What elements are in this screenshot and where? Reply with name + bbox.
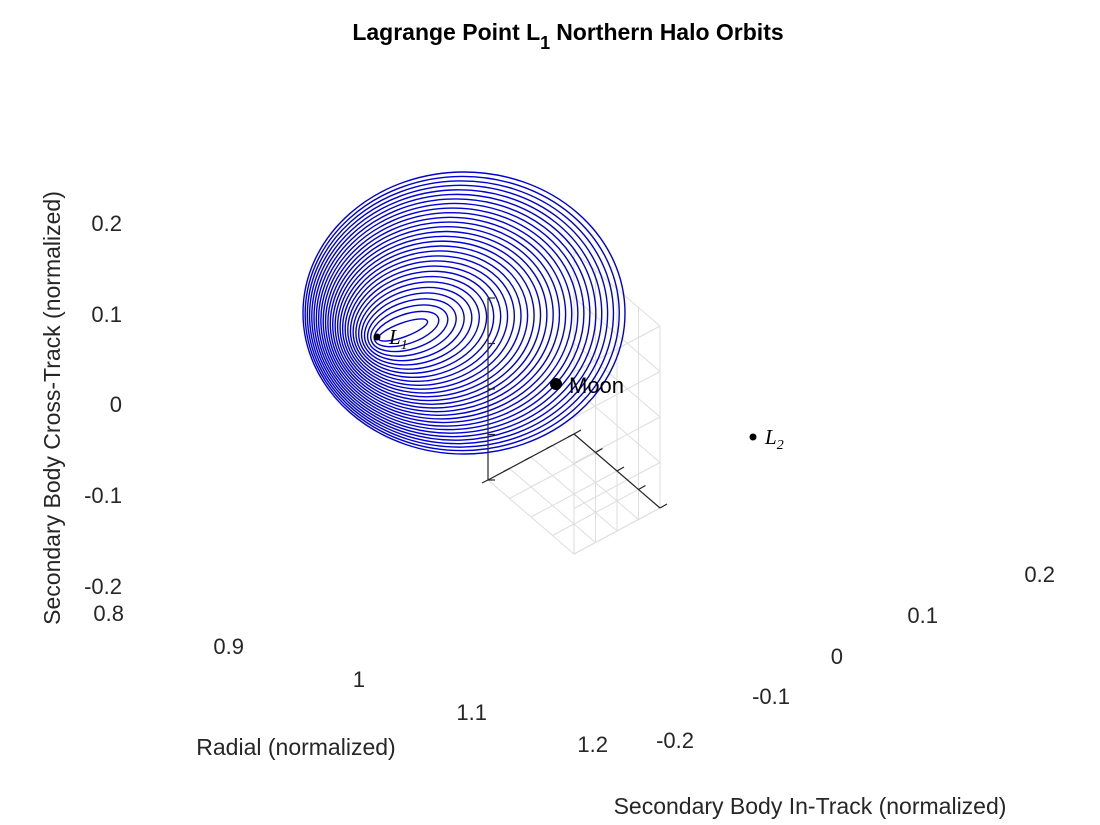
y-axis-label: Secondary Body In-Track (normalized)	[614, 793, 1007, 819]
halo-orbit	[349, 265, 502, 383]
title-rest: Northern Halo Orbits	[556, 19, 783, 45]
x-tick-label: 0.9	[213, 634, 244, 659]
x-tick-label: 1.1	[456, 700, 487, 725]
halo-orbit	[339, 245, 529, 398]
y-tick-label: 0.1	[907, 603, 938, 628]
halo-orbit	[332, 230, 548, 409]
z-tick-label: 0.2	[91, 211, 122, 236]
x-tick	[481, 479, 489, 484]
lagrange-points: L1 Moon L2	[373, 325, 784, 453]
halo-orbit	[324, 216, 567, 420]
y-tick	[638, 484, 646, 491]
halo-orbit	[360, 286, 473, 366]
tick-labels: 0.8 0.9 1 1.1 1.2 -0.2 -0.1 0 0.1 0.2 -0.2 -0.1 0 0.1…	[84, 211, 1055, 757]
grid-line	[487, 479, 575, 555]
halo-orbit	[366, 298, 457, 357]
z-tick-label: -0.1	[84, 483, 122, 508]
halo-orbit	[336, 240, 535, 402]
grid-line	[573, 325, 661, 373]
grid-line	[573, 416, 661, 464]
point-label: Moon	[569, 373, 624, 398]
halo-orbit	[373, 310, 440, 348]
halo-orbit	[334, 235, 542, 405]
halo-orbit	[363, 292, 465, 362]
x-tick	[567, 433, 575, 438]
halo-orbit	[329, 226, 554, 413]
halo-orbit	[317, 202, 585, 431]
z-tick-label: 0.1	[91, 302, 122, 327]
y-tick-label: 0	[831, 644, 843, 669]
y-tick-label: -0.1	[752, 684, 790, 709]
axes	[481, 297, 668, 509]
x-tick	[503, 467, 510, 473]
grid-line	[509, 468, 596, 543]
title-main: Lagrange Point L	[352, 19, 540, 45]
x-tick-label: 1	[353, 667, 365, 692]
halo-orbit	[302, 171, 626, 455]
halo-orbit	[304, 175, 620, 452]
halo-orbit	[347, 260, 509, 386]
y-tick	[616, 466, 625, 472]
halo-orbit	[315, 198, 591, 434]
point-label: L1	[388, 325, 408, 353]
halo-orbit	[322, 212, 573, 424]
z-tick-label: 0	[110, 392, 122, 417]
halo-orbit	[344, 255, 516, 390]
x-tick	[546, 444, 553, 450]
halo-orbit	[306, 180, 615, 448]
halo-orbit	[357, 281, 480, 370]
title-subscript: 1	[540, 33, 550, 53]
y-tick-label: 0.2	[1024, 562, 1055, 587]
x-tick-label: 0.8	[93, 601, 124, 626]
x-tick	[524, 456, 532, 461]
halo-orbit	[311, 189, 603, 441]
halo-orbit	[313, 193, 597, 438]
point-marker	[550, 378, 562, 390]
chart-title: Lagrange Point L1 Northern Halo Orbits	[352, 19, 783, 53]
y-tick-label: -0.2	[656, 728, 694, 753]
halo-orbit	[308, 184, 609, 445]
y-tick	[595, 447, 603, 454]
grid-line	[573, 371, 661, 418]
point-marker	[749, 433, 757, 441]
point-label: L2	[764, 425, 784, 453]
y-tick	[659, 503, 668, 509]
y-tick	[573, 429, 582, 435]
x-tick-label: 1.2	[577, 732, 608, 757]
halo-orbit	[355, 275, 488, 374]
z-axis-label: Secondary Body Cross-Track (normalized)	[39, 191, 65, 625]
z-tick-label: -0.2	[84, 574, 122, 599]
halo-orbit	[327, 221, 561, 416]
halo-orbit	[341, 250, 522, 394]
x-axis-label: Radial (normalized)	[196, 734, 395, 760]
halo-orbit	[370, 304, 449, 353]
halo-orbit	[352, 270, 495, 379]
halo-orbits	[302, 171, 626, 455]
halo-orbit	[320, 207, 579, 427]
point-marker	[373, 333, 381, 341]
